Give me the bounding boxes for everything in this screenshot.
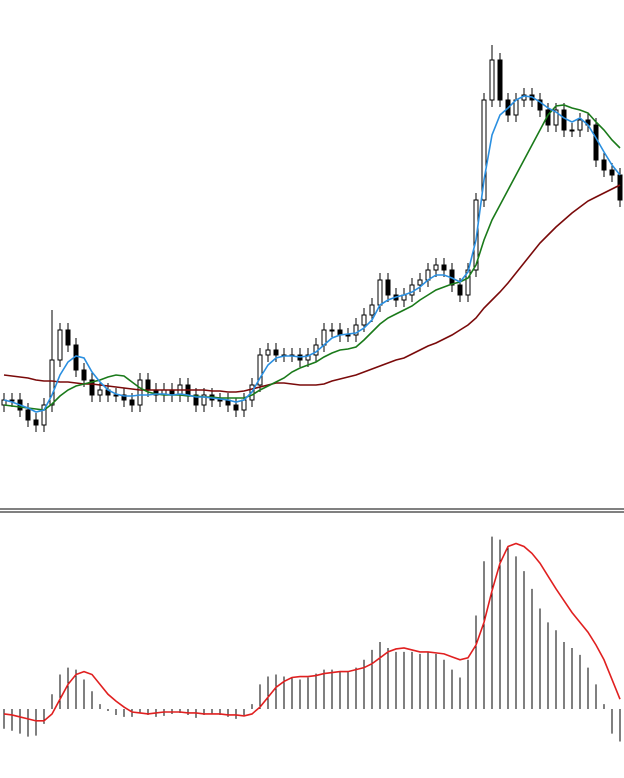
candle-body (89, 379, 95, 396)
candle-body (97, 389, 103, 396)
candle-body (273, 349, 279, 356)
candle-body (193, 394, 199, 406)
candle-body (201, 394, 207, 406)
candle-body (57, 329, 63, 361)
candle-body (593, 124, 599, 161)
candle-body (561, 109, 567, 131)
indicator-line (3, 542, 621, 722)
candle-body (385, 279, 391, 296)
candle-body (617, 174, 623, 201)
candle-body (553, 109, 559, 126)
candle-body (257, 354, 263, 386)
candle-body (353, 324, 359, 336)
candle-body (33, 419, 39, 426)
indicator-line (3, 184, 621, 393)
candle-body (497, 59, 503, 101)
candle-body (489, 59, 495, 101)
indicator-line (3, 104, 621, 411)
candle-body (577, 119, 583, 131)
candle-body (305, 354, 311, 361)
candle-body (417, 279, 423, 286)
candle-body (537, 99, 543, 111)
candle-body (377, 279, 383, 306)
candle-body (569, 129, 575, 132)
candle-body (217, 399, 223, 402)
candle-body (241, 399, 247, 411)
candle-body (41, 404, 47, 426)
candle-body (113, 394, 119, 397)
candle-body (233, 404, 239, 411)
candle-body (457, 284, 463, 296)
candle-body (433, 264, 439, 271)
candle-body (481, 99, 487, 201)
candle-body (601, 159, 607, 171)
candle-body (25, 409, 31, 421)
candle-body (409, 284, 415, 296)
candle-body (81, 369, 87, 381)
candle-body (345, 334, 351, 337)
candle-body (145, 379, 151, 391)
candle-body (137, 379, 143, 406)
candle-body (9, 399, 15, 402)
candle-body (441, 264, 447, 271)
candle-body (65, 329, 71, 346)
candle-body (265, 349, 271, 356)
candle-body (129, 399, 135, 406)
candle-body (609, 169, 615, 176)
candle-body (329, 329, 335, 332)
candle-body (361, 314, 367, 326)
candle-body (369, 304, 375, 316)
indicator-line (3, 95, 621, 413)
candle-body (121, 394, 127, 401)
